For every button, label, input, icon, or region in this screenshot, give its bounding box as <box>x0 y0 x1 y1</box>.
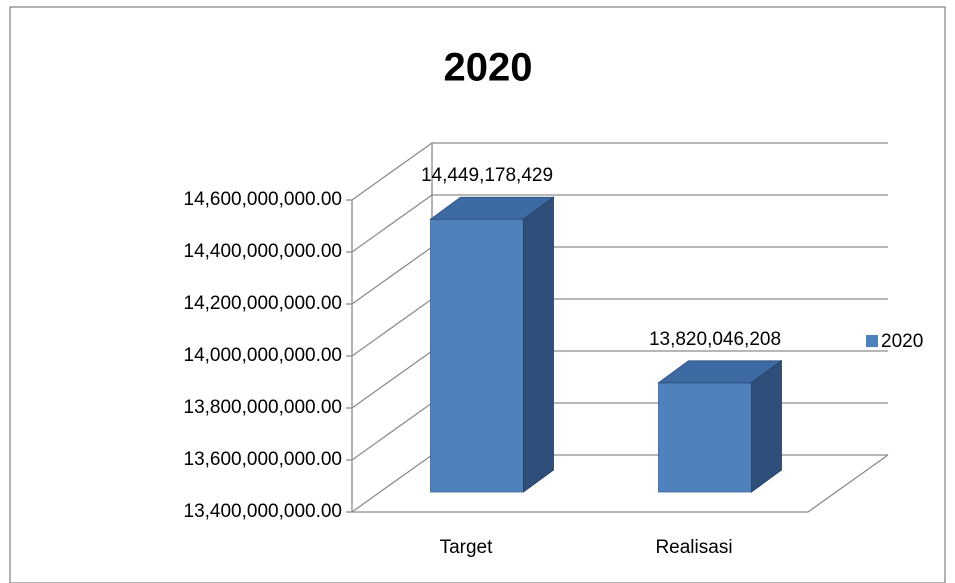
value-label: 13,820,046,208 <box>649 329 781 350</box>
grid-line <box>351 142 888 201</box>
bar-side <box>751 359 782 493</box>
y-tick-label: 13,800,000,000.00 <box>184 397 343 418</box>
legend-label: 2020 <box>881 331 923 352</box>
y-tick-label: 14,000,000,000.00 <box>184 345 343 366</box>
bar <box>658 382 752 493</box>
y-tick-label: 14,400,000,000.00 <box>184 241 343 262</box>
value-label: 14,449,178,429 <box>421 165 553 186</box>
x-tick-label: Target <box>440 537 494 558</box>
chart-title: 2020 <box>444 46 533 90</box>
y-tick-label: 14,200,000,000.00 <box>184 293 343 314</box>
legend-swatch <box>866 335 878 347</box>
y-tick-label: 14,600,000,000.00 <box>184 189 343 210</box>
x-tick-label: Realisasi <box>655 537 732 558</box>
y-tick-label: 13,600,000,000.00 <box>184 449 343 470</box>
grid-line <box>351 194 888 253</box>
bar-side <box>523 196 554 493</box>
y-tick-label: 13,400,000,000.00 <box>184 501 343 522</box>
floor <box>352 454 889 513</box>
bar <box>430 218 524 493</box>
